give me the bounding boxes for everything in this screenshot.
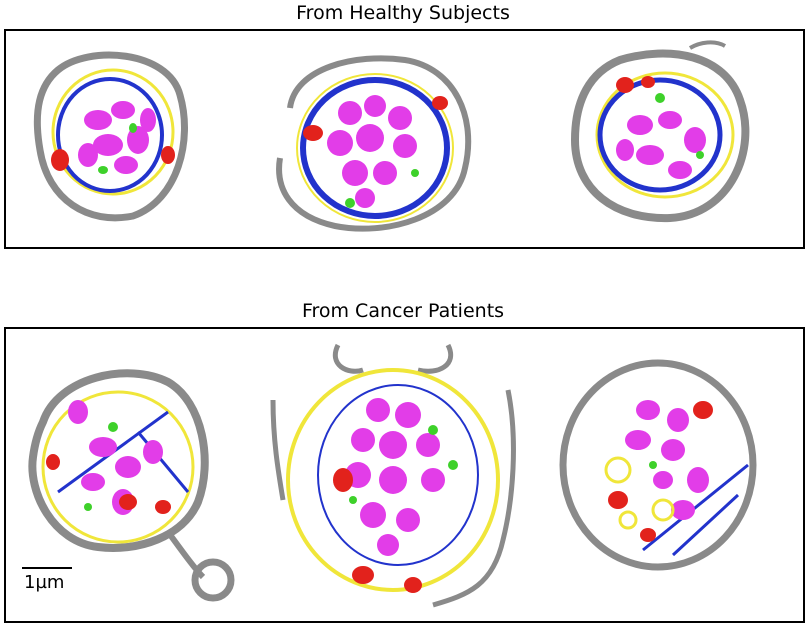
healthy-subjects-title: From Healthy Subjects [0, 2, 806, 24]
healthy-platelet-3 [560, 40, 760, 225]
scale-bar-label: 1µm [24, 572, 72, 593]
cancer-platelet-2 [268, 340, 523, 618]
cancer-patients-title: From Cancer Patients [0, 300, 806, 322]
cancer-platelet-3 [553, 355, 768, 585]
scale-bar: 1µm [22, 567, 72, 593]
healthy-platelet-1 [28, 40, 198, 225]
scale-bar-line [22, 567, 72, 569]
healthy-platelet-2 [265, 38, 480, 238]
